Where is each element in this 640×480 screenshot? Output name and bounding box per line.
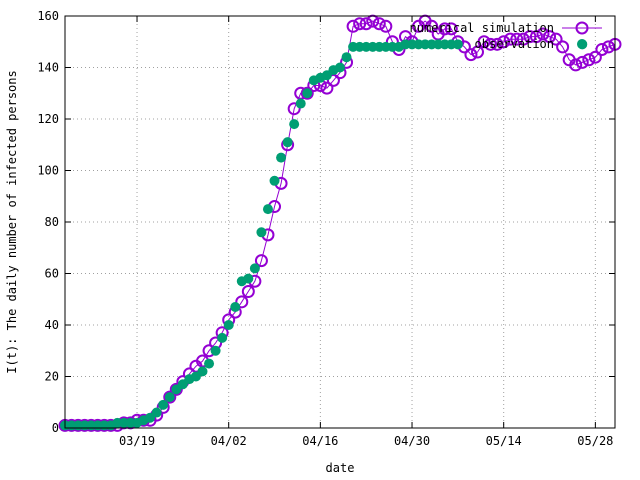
simulation-point xyxy=(582,53,596,67)
observation-point xyxy=(230,301,241,312)
simulation-point xyxy=(529,30,543,44)
observation-point xyxy=(452,39,463,50)
x-tick-label: 05/14 xyxy=(486,434,522,448)
legend-label: observation xyxy=(475,37,554,51)
simulation-point xyxy=(471,45,484,59)
y-tick-label: 60 xyxy=(45,267,59,281)
x-tick-label: 05/28 xyxy=(577,434,613,448)
simulation-point xyxy=(477,35,491,49)
simulation-point xyxy=(536,27,550,41)
y-axis-label: I(t): The daily number of infected perso… xyxy=(5,70,19,373)
plot-border xyxy=(64,15,616,429)
observation-point xyxy=(164,392,175,403)
observation-point xyxy=(276,152,287,163)
observation-point xyxy=(249,263,260,274)
simulation-point xyxy=(516,32,530,46)
simulation-point xyxy=(575,55,589,69)
observation-point xyxy=(335,62,345,73)
simulation-point xyxy=(300,86,314,100)
legend-marker xyxy=(575,21,589,35)
simulation-point xyxy=(588,50,602,64)
simulation-point xyxy=(169,382,183,396)
simulation-point xyxy=(490,37,504,51)
simulation-point xyxy=(372,17,386,31)
simulation-point xyxy=(379,19,393,33)
y-tick-label: 140 xyxy=(37,61,59,75)
observation-point xyxy=(217,332,228,343)
simulation-point xyxy=(484,37,498,51)
simulation-point xyxy=(523,30,537,44)
simulation-point xyxy=(320,81,334,95)
observation-point xyxy=(151,407,162,418)
legend-label: numerical simulation xyxy=(410,21,555,35)
observation-point xyxy=(341,52,352,63)
simulation-point xyxy=(353,17,367,31)
observation-point xyxy=(223,320,234,330)
y-tick-label: 160 xyxy=(37,9,59,23)
observation-point xyxy=(295,98,306,109)
simulation-point xyxy=(464,48,478,62)
legend-marker xyxy=(577,39,587,49)
simulation-point xyxy=(543,30,557,44)
y-tick-label: 120 xyxy=(37,112,59,126)
simulation-point xyxy=(359,17,373,31)
simulation-point xyxy=(241,285,255,299)
observation-point xyxy=(269,175,280,186)
x-tick-label: 04/30 xyxy=(394,434,430,448)
y-tick-label: 0 xyxy=(52,421,59,435)
simulation-point xyxy=(497,35,511,49)
simulation-point xyxy=(346,19,360,33)
simulation-point xyxy=(503,32,517,46)
observation-point xyxy=(302,88,313,99)
simulation-point xyxy=(438,22,452,36)
y-tick-label: 20 xyxy=(45,370,59,384)
simulation-point xyxy=(444,22,458,36)
simulation-point xyxy=(510,32,524,46)
x-tick-label: 03/19 xyxy=(119,434,155,448)
simulation-point xyxy=(163,390,177,404)
observation-point xyxy=(289,119,300,130)
simulation-point xyxy=(549,32,563,46)
observation-point xyxy=(256,227,267,238)
simulation-point xyxy=(287,102,301,116)
grid xyxy=(65,16,615,428)
observation-point xyxy=(262,204,273,215)
observation-point xyxy=(197,366,208,377)
observation-point xyxy=(210,345,221,356)
simulation-point xyxy=(595,42,609,56)
simulation-point xyxy=(601,40,615,54)
y-tick-label: 100 xyxy=(37,164,59,178)
simulation-point xyxy=(425,19,439,33)
observation-point xyxy=(282,137,293,148)
observation-point xyxy=(204,358,215,369)
simulation-point xyxy=(569,58,583,72)
simulation-point xyxy=(556,40,570,54)
simulation-point xyxy=(254,254,268,268)
simulation-point xyxy=(235,295,249,309)
tick-labels: 03/19 04/02 04/16 04/30 05/14 05/28 0 20 40 60 80 1… xyxy=(37,9,613,448)
observation-point xyxy=(158,399,169,410)
x-tick-label: 04/02 xyxy=(211,434,247,448)
observation-point xyxy=(243,273,254,284)
x-axis-label: date xyxy=(326,461,355,475)
series-layer xyxy=(58,14,622,432)
x-tick-label: 04/16 xyxy=(302,434,338,448)
y-tick-label: 40 xyxy=(45,318,59,332)
y-tick-label: 80 xyxy=(45,215,59,229)
legend: numerical simulation observation xyxy=(410,21,602,51)
